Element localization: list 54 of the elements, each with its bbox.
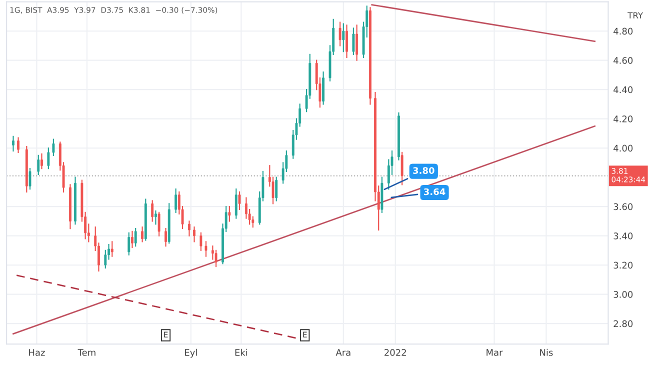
candlestick [12,136,14,152]
y-tick-label: 2.80 [614,320,633,328]
candlestick [47,148,50,170]
candlestick [228,206,231,222]
y-tick-label: 4.60 [614,57,633,64]
y-tick-label: 3.00 [614,291,633,298]
candlestick [238,191,241,210]
candlestick [28,168,32,190]
candlestick [342,23,345,52]
candlestick [158,212,160,236]
candlestick [154,210,157,225]
candlestick [164,228,167,247]
annotation: 3.64 [424,188,446,196]
candlestick [275,176,278,202]
y-axis-title: TRY [628,12,644,18]
x-tick-label: Tem [78,349,96,356]
candlestick [151,200,154,222]
candlestick [356,24,358,61]
candlestick [128,232,130,256]
x-tick-label: Ara [336,349,350,356]
candlestick [134,228,137,247]
candlestick [174,188,178,213]
x-tick-label: Eki [235,348,248,356]
candlestick [131,230,134,248]
candlestick [352,28,355,56]
y-tick-label: 4.40 [614,86,633,94]
candlestick [200,232,202,251]
candlestick [193,226,196,242]
candlestick [17,137,20,154]
candlestick [188,220,190,236]
candlestick [37,154,40,175]
candlestick [40,153,43,170]
y-tick-label: 3.60 [614,203,633,210]
candlestick [400,152,404,186]
annotation: 3.80 [413,167,434,174]
candlestick [204,241,208,257]
x-tick-label: Haz [29,349,45,356]
x-tick-label: Nis [540,348,553,356]
y-tick-label: 3.40 [614,232,633,240]
candlestick [110,241,114,257]
candlestick [234,188,238,219]
x-tick-label: 2022 [384,349,406,356]
candlestick [52,138,55,156]
x-tick-label: Mar [486,349,503,356]
candlestick [338,22,342,46]
y-tick-label: 4.20 [614,116,633,122]
candlestick [141,226,144,242]
y-tick-label: 3.20 [614,262,633,269]
candlestick [214,250,218,268]
candlestick [346,24,348,58]
candlestick [322,71,325,105]
x-tick-label: Eyl [185,348,197,358]
y-tick-label: 4.80 [614,28,633,35]
y-tick-label: 4.00 [614,144,633,152]
